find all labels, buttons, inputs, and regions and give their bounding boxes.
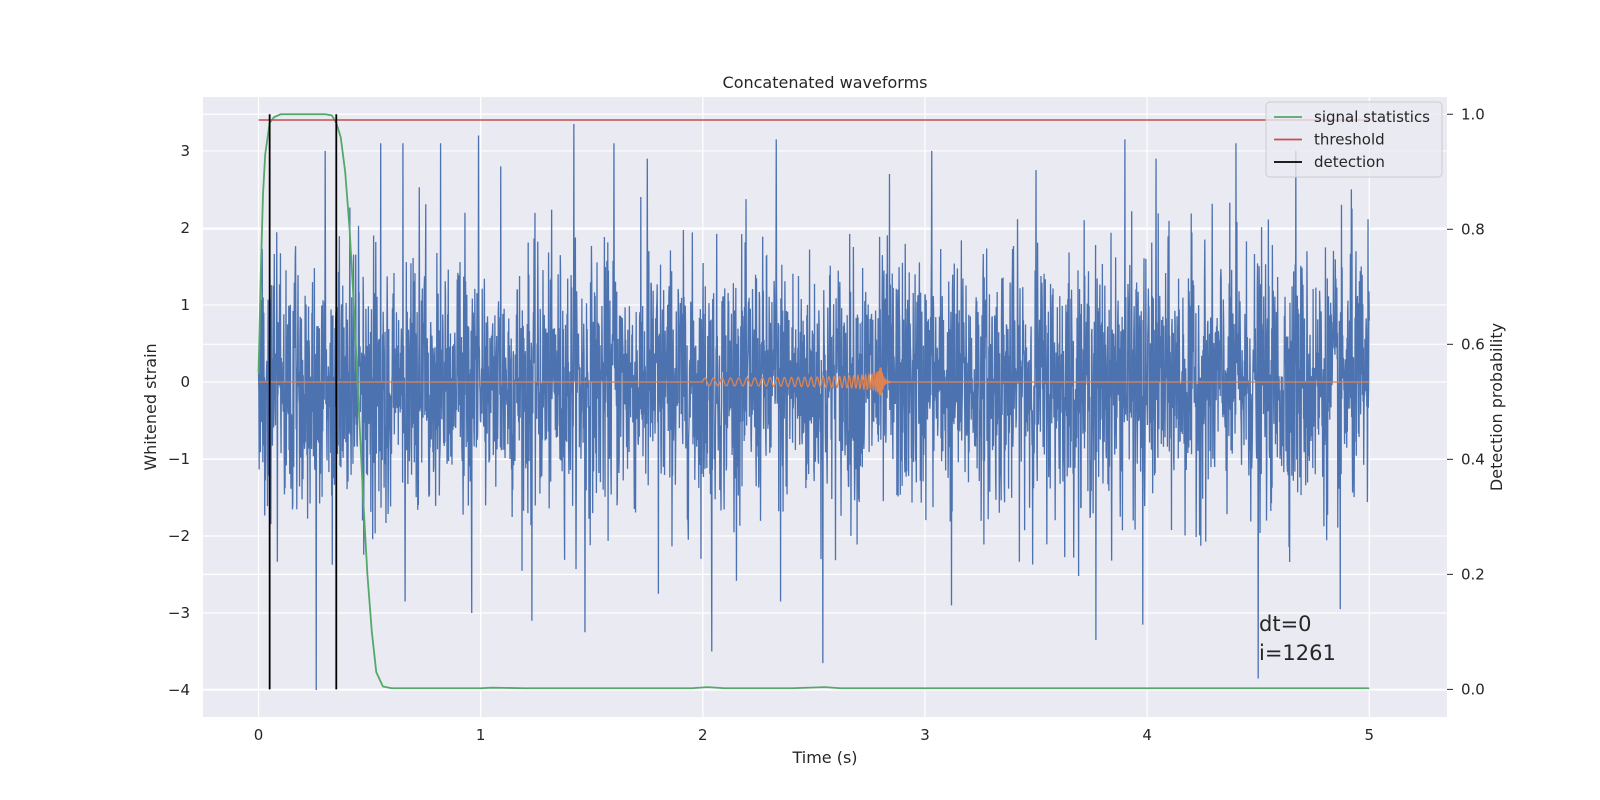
x-axis-ticks: 0 1 2 3 4 5 (254, 726, 1374, 744)
y2-tick-label: 0.2 (1461, 565, 1485, 583)
chart-title: Concatenated waveforms (723, 73, 928, 92)
annotation-dt: dt=0 (1259, 612, 1312, 636)
y-tick-label: 1 (180, 296, 190, 314)
y2-axis-ticks: 0.0 0.2 0.4 0.6 0.8 1.0 (1447, 105, 1485, 698)
y-tick-label: −3 (168, 604, 190, 622)
annotation-i: i=1261 (1259, 641, 1336, 665)
x-tick-label: 1 (476, 726, 486, 744)
y-axis-ticks: −4 −3 −2 −1 0 1 2 3 (168, 142, 190, 699)
y-tick-label: 3 (180, 142, 190, 160)
y2-tick-label: 0.4 (1461, 450, 1485, 468)
x-tick-label: 3 (920, 726, 930, 744)
y-tick-label: −1 (168, 450, 190, 468)
annotation: dt=0 i=1261 (1259, 612, 1336, 665)
y-tick-label: 2 (180, 219, 190, 237)
legend-box (1265, 101, 1443, 178)
y2-tick-label: 1.0 (1461, 105, 1485, 123)
x-tick-label: 0 (254, 726, 264, 744)
legend-label: signal statistics (1314, 108, 1430, 126)
y2-tick-label: 0.8 (1461, 220, 1485, 238)
legend: signal statistics threshold detection (1265, 101, 1443, 178)
x-tick-label: 4 (1142, 726, 1152, 744)
y2-axis-label: Detection probability (1487, 323, 1506, 491)
y2-tick-label: 0.0 (1461, 680, 1485, 698)
chirp-line (258, 367, 1370, 396)
x-tick-label: 2 (698, 726, 708, 744)
legend-label: detection (1314, 153, 1385, 171)
y-tick-label: −4 (168, 681, 190, 699)
y-tick-label: −2 (168, 527, 190, 545)
x-axis-label: Time (s) (791, 748, 857, 767)
y-axis-label: Whitened strain (141, 343, 160, 470)
noise-line (257, 123, 1370, 691)
noise-series (257, 123, 1370, 691)
chirp-series (258, 367, 1370, 396)
signal-statistics-line (257, 113, 1370, 690)
y2-tick-label: 0.6 (1461, 335, 1485, 353)
x-tick-label: 5 (1364, 726, 1374, 744)
y-tick-label: 0 (180, 373, 190, 391)
probability-series (257, 113, 1370, 690)
legend-label: threshold (1314, 131, 1385, 149)
